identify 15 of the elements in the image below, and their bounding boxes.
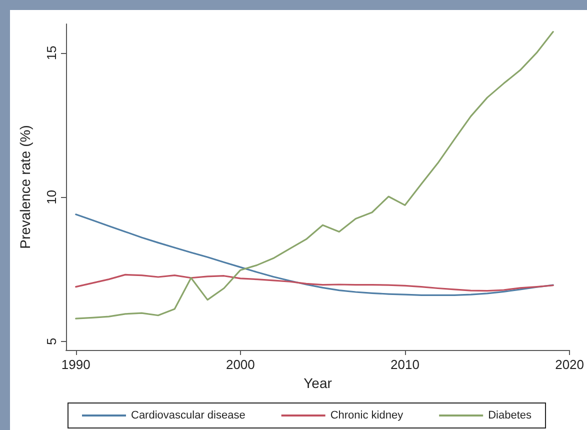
line-series [75, 30, 554, 320]
line-series [75, 274, 554, 292]
x-tick-label: 2020 [555, 357, 584, 372]
legend-label: Cardiovascular disease [131, 410, 246, 422]
x-tick-label: 1990 [61, 357, 90, 372]
legend-label: Chronic kidney [330, 410, 404, 422]
x-tick-label: 2010 [390, 357, 420, 372]
y-tick-label: 15 [44, 46, 59, 60]
y-tick-label: 10 [44, 190, 59, 204]
legend-label: Diabetes [488, 410, 532, 422]
y-axis-title: Prevalence rate (%) [17, 125, 33, 249]
line-series [75, 214, 554, 296]
y-tick-label: 5 [44, 338, 59, 345]
x-tick-label: 2000 [226, 357, 255, 372]
x-axis-title: Year [304, 375, 332, 391]
